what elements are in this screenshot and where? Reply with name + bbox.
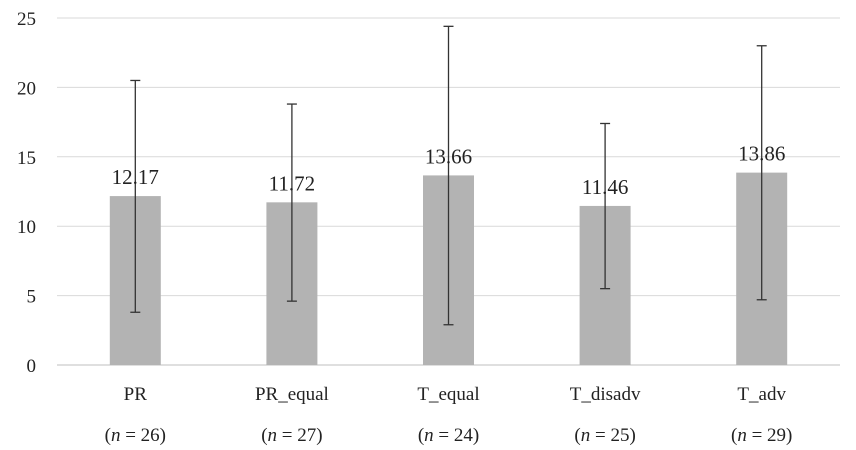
- sample-size-label: (n = 24): [418, 425, 479, 446]
- error-bar-PR: [130, 79, 141, 313]
- error-bar-T_adv: [756, 45, 767, 301]
- y-tick-label: 25: [17, 9, 36, 30]
- sample-size-label: (n = 26): [105, 425, 166, 446]
- category-label: T_disadv: [570, 384, 641, 405]
- data-label: 11.46: [582, 175, 628, 199]
- y-tick-label: 5: [27, 287, 37, 308]
- error-bar-T_equal: [443, 25, 454, 326]
- category-label: PR_equal: [255, 384, 329, 405]
- sample-size-label: (n = 29): [731, 425, 792, 446]
- y-tick-label: 0: [27, 356, 37, 377]
- error-bar-T_disadv: [600, 122, 611, 290]
- error-bar-PR_equal: [286, 103, 297, 302]
- sample-size-label: (n = 27): [261, 425, 322, 446]
- category-label: PR: [124, 384, 148, 405]
- y-axis-tick-labels: 0 5 10 15 20 25: [17, 9, 36, 377]
- data-labels: 12.17 11.72 13.66 11.46 13.86: [112, 142, 786, 199]
- data-label: 13.66: [425, 144, 472, 168]
- category-label: T_equal: [417, 384, 479, 405]
- y-tick-label: 10: [17, 217, 36, 238]
- category-label: T_adv: [737, 384, 786, 405]
- data-label: 12.17: [112, 165, 159, 189]
- x-axis-category-labels: PR (n = 26) PR_equal (n = 27) T_equal (n = 24…: [105, 384, 793, 446]
- data-label: 13.86: [738, 142, 785, 166]
- y-tick-label: 15: [17, 148, 36, 169]
- error-bars: [130, 25, 767, 326]
- sample-size-label: (n = 25): [574, 425, 635, 446]
- data-label: 11.72: [269, 171, 315, 195]
- y-tick-label: 20: [17, 78, 36, 99]
